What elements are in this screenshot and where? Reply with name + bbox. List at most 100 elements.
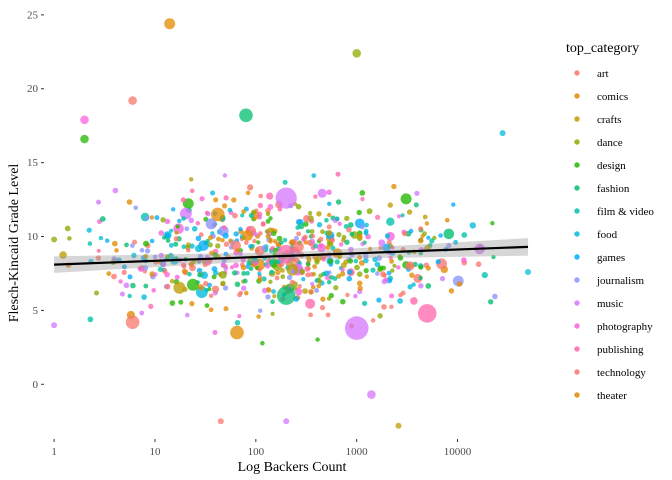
data-point (241, 235, 246, 241)
data-point (389, 293, 395, 299)
data-point (370, 318, 376, 323)
data-point (481, 272, 488, 279)
data-point (118, 279, 123, 284)
data-point (265, 219, 271, 224)
data-point (207, 242, 213, 248)
data-point (347, 258, 354, 264)
data-point (306, 266, 311, 271)
data-point (243, 240, 249, 246)
data-point (210, 190, 216, 196)
data-point (213, 197, 219, 203)
data-point (173, 236, 179, 242)
data-point (211, 274, 217, 280)
data-point (268, 237, 273, 242)
data-point (391, 183, 397, 190)
data-point (272, 239, 278, 244)
data-point (384, 233, 391, 239)
data-point (199, 196, 205, 202)
data-point (99, 216, 106, 222)
data-point (189, 243, 195, 249)
legend-items: art comics crafts dance design fashion film & … (574, 68, 654, 402)
data-point (356, 280, 363, 287)
data-point (222, 173, 228, 178)
data-point (194, 245, 203, 253)
data-point (184, 226, 190, 232)
data-point (424, 221, 430, 226)
data-point (410, 297, 418, 305)
data-point (261, 276, 267, 282)
data-point (197, 284, 204, 291)
data-point (303, 234, 308, 240)
data-point (245, 190, 251, 196)
data-point (469, 222, 476, 229)
data-point (208, 235, 213, 241)
data-point (106, 271, 112, 276)
data-point (364, 274, 369, 279)
data-point (221, 225, 227, 231)
data-point (417, 237, 424, 244)
data-point (400, 193, 412, 205)
data-point (347, 269, 353, 275)
data-point (321, 271, 326, 277)
legend-key-dance (574, 139, 580, 145)
data-point (251, 209, 257, 215)
data-point (397, 255, 404, 261)
data-point (326, 296, 332, 301)
legend-key-design (574, 162, 580, 168)
data-point-art (128, 96, 137, 105)
data-point-music (275, 187, 297, 209)
data-point (374, 261, 381, 268)
data-point (181, 244, 187, 249)
data-point (64, 225, 71, 232)
data-point (164, 232, 171, 239)
y-axis: 0 5 10 15 20 25 (27, 9, 44, 391)
data-point (318, 243, 324, 249)
data-point (272, 294, 277, 299)
data-point (96, 248, 101, 253)
data-point (157, 266, 163, 272)
data-point (332, 276, 338, 281)
legend-label: games (597, 252, 625, 264)
data-point (238, 226, 243, 232)
data-point (346, 275, 353, 282)
data-point (359, 190, 366, 196)
data-point (275, 269, 281, 275)
data-point (241, 271, 247, 276)
data-point (305, 272, 311, 278)
data-point (270, 311, 275, 316)
data-point (344, 239, 350, 245)
data-point (456, 281, 463, 287)
legend-key-journalism (574, 277, 580, 283)
data-point (232, 212, 238, 219)
data-point (223, 241, 230, 247)
trend-line (54, 245, 529, 266)
data-point (231, 197, 237, 203)
legend-title: top_category (566, 41, 639, 56)
data-point (413, 202, 419, 208)
data-point (121, 264, 127, 270)
data-point (164, 283, 171, 290)
data-point (139, 248, 145, 253)
data-point (248, 266, 254, 271)
legend-label: journalism (596, 275, 644, 287)
data-point-comics (211, 207, 225, 222)
data-point (334, 216, 340, 222)
legend-label: crafts (597, 114, 621, 126)
data-point (121, 269, 127, 275)
data-point (361, 300, 368, 307)
legend-key-film-video (574, 208, 580, 214)
data-point (175, 224, 180, 229)
legend-label: theater (597, 390, 627, 402)
data-point-fashion (239, 108, 253, 123)
data-point (377, 313, 383, 319)
data-point (265, 208, 271, 214)
data-point (268, 279, 273, 284)
data-point (292, 241, 304, 253)
data-point (268, 216, 273, 221)
y-tick-label: 10 (27, 231, 39, 243)
data-point (174, 274, 180, 280)
data-point (325, 245, 331, 250)
data-point (306, 239, 313, 246)
data-point (265, 211, 271, 217)
legend-label: film & video (597, 206, 654, 218)
